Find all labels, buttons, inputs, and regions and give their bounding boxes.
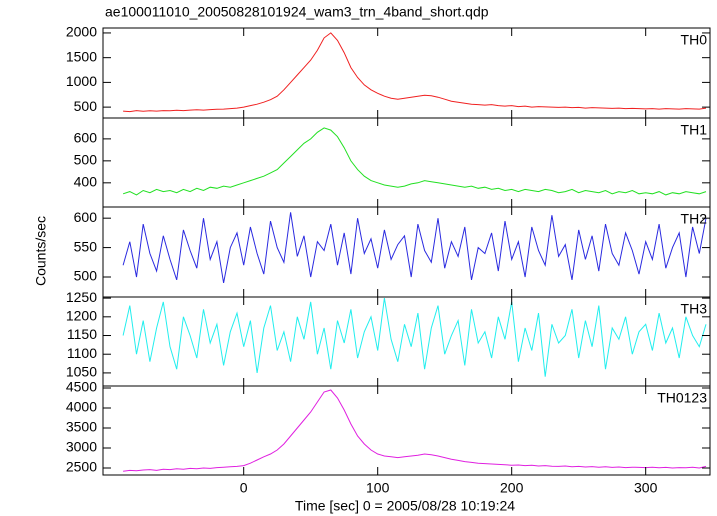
series-label: TH0 bbox=[681, 32, 708, 48]
chart-title: ae100011010_20050828101924_wam3_trn_4ban… bbox=[105, 4, 489, 20]
panel-frame bbox=[102, 117, 711, 208]
panel-frame bbox=[102, 27, 711, 119]
y-tick-label: 1000 bbox=[66, 73, 97, 89]
y-tick-label: 1150 bbox=[67, 326, 97, 342]
data-line bbox=[123, 389, 707, 472]
y-tick-label: 1250 bbox=[66, 289, 97, 305]
x-axis-label: Time [sec] 0 = 2005/08/28 10:19:24 bbox=[295, 498, 515, 514]
series-label: TH3 bbox=[681, 301, 708, 317]
y-tick-label: 1050 bbox=[66, 364, 97, 380]
series-label: TH1 bbox=[681, 122, 708, 138]
y-tick-label: 1200 bbox=[66, 308, 97, 324]
y-tick-label: 1100 bbox=[67, 345, 97, 361]
data-line bbox=[122, 127, 707, 196]
panel-frame bbox=[102, 385, 711, 476]
panel-frame bbox=[102, 296, 711, 387]
series-label: TH2 bbox=[681, 211, 708, 227]
y-tick-label: 500 bbox=[74, 268, 98, 284]
y-tick-label: 2500 bbox=[66, 459, 97, 475]
x-tick-label: 300 bbox=[634, 480, 658, 496]
y-tick-label: 3500 bbox=[66, 419, 97, 435]
x-tick-label: 100 bbox=[366, 480, 390, 496]
series-label: TH0123 bbox=[657, 390, 707, 406]
y-tick-label: 1500 bbox=[66, 48, 97, 64]
y-tick-label: 500 bbox=[74, 152, 98, 168]
x-tick-label: 200 bbox=[500, 480, 524, 496]
y-tick-label: 550 bbox=[74, 238, 98, 254]
y-tick-label: 600 bbox=[74, 130, 98, 146]
y-tick-label: 600 bbox=[74, 209, 98, 225]
data-line bbox=[122, 212, 707, 283]
y-tick-label: 4000 bbox=[66, 399, 97, 415]
y-tick-label: 4500 bbox=[66, 379, 97, 395]
y-tick-label: 2000 bbox=[66, 24, 97, 40]
y-axis-label: Counts/sec bbox=[33, 216, 49, 286]
y-tick-label: 500 bbox=[74, 98, 98, 114]
panel-frame bbox=[102, 206, 711, 298]
data-line bbox=[123, 32, 707, 113]
y-tick-label: 3000 bbox=[66, 439, 97, 455]
y-tick-label: 400 bbox=[74, 174, 98, 190]
data-line bbox=[122, 298, 707, 377]
x-tick-label: 0 bbox=[240, 480, 248, 496]
